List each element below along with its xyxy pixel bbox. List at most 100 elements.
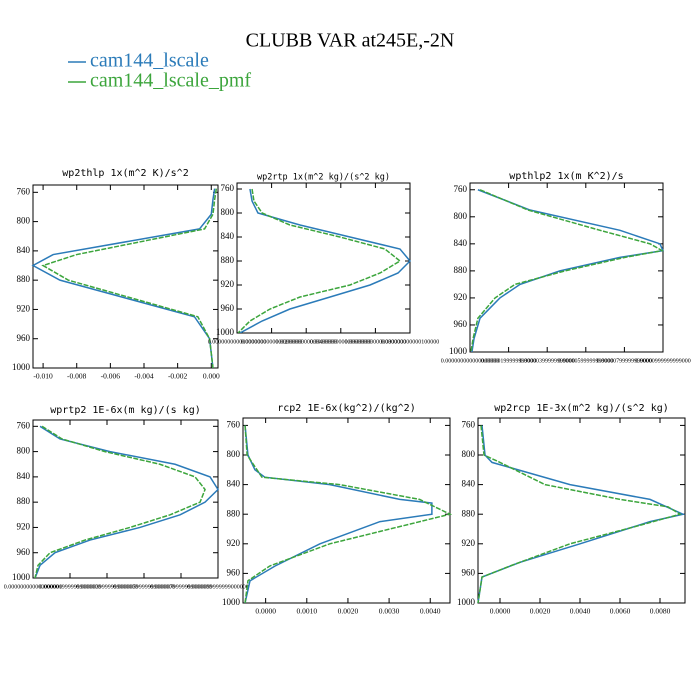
x-tick-label: 0.0000079999999000000 bbox=[150, 584, 212, 590]
x-tick-label: 0.0000000000000400000 bbox=[275, 339, 337, 345]
series-line bbox=[237, 188, 402, 333]
subplot-title: wpthlp2 1x(m K^2)/s bbox=[509, 171, 623, 182]
x-tick-label: 0.0000000000000800000 bbox=[345, 339, 407, 345]
y-tick-label: 760 bbox=[17, 420, 31, 430]
y-tick-label: 920 bbox=[17, 522, 31, 532]
y-tick-label: 880 bbox=[221, 255, 235, 265]
legend-label: cam144_lscale_pmf bbox=[90, 70, 251, 92]
y-tick-label: 960 bbox=[221, 303, 235, 313]
series-line bbox=[477, 425, 686, 603]
x-tick-label: 0.0020 bbox=[530, 607, 551, 616]
x-tick-label: 0.000000000000000000 bbox=[441, 358, 500, 364]
x-tick-label: 0.00000399999999000 bbox=[519, 358, 575, 364]
x-tick-label: 0.0000059999999000000 bbox=[113, 584, 175, 590]
plot-frame bbox=[477, 417, 686, 604]
x-tick-label: 0.0000019999999000000 bbox=[39, 584, 101, 590]
y-tick-label: 880 bbox=[17, 274, 31, 284]
series-line bbox=[244, 425, 433, 603]
y-tick-label: 880 bbox=[227, 508, 241, 518]
x-tick-label: -0.010 bbox=[33, 372, 53, 381]
y-tick-label: 880 bbox=[454, 265, 468, 275]
series-line bbox=[34, 425, 206, 578]
y-tick-label: 1000 bbox=[12, 572, 31, 582]
subplot-title: wprtp2 1E-6x(m kg)/(s kg) bbox=[50, 405, 201, 416]
y-tick-label: 920 bbox=[17, 304, 31, 314]
y-tick-label: 800 bbox=[17, 216, 31, 226]
x-tick-label: 0.0000 bbox=[490, 607, 511, 616]
chart-title: CLUBB VAR at245E,-2N bbox=[246, 30, 455, 52]
x-tick-label: 0.0000000000000600000 bbox=[310, 339, 372, 345]
y-tick-label: 760 bbox=[454, 184, 468, 194]
plot-frame bbox=[32, 184, 219, 369]
x-tick-label: 0.0040 bbox=[420, 607, 441, 616]
subplot-title: wp2thlp 1x(m^2 K)/s^2 bbox=[62, 168, 188, 179]
y-tick-label: 840 bbox=[17, 245, 31, 255]
x-tick-label: 0.00000599999999000 bbox=[558, 358, 614, 364]
x-tick-label: 0.00000199999999000 bbox=[481, 358, 537, 364]
series-line bbox=[244, 425, 452, 603]
x-tick-label: 0.0040 bbox=[570, 607, 591, 616]
y-tick-label: 840 bbox=[17, 471, 31, 481]
y-tick-label: 920 bbox=[221, 279, 235, 289]
y-tick-label: 800 bbox=[454, 211, 468, 221]
y-tick-label: 800 bbox=[462, 449, 476, 459]
x-tick-label: 0.0000 bbox=[255, 607, 276, 616]
y-tick-label: 760 bbox=[17, 186, 31, 196]
x-tick-label: 0.0030 bbox=[379, 607, 400, 616]
series-line bbox=[34, 425, 219, 578]
x-tick-label: 0.00000999999999000 bbox=[635, 358, 691, 364]
plot-frame bbox=[469, 182, 664, 353]
plot-frame bbox=[32, 419, 219, 579]
y-tick-label: 960 bbox=[454, 319, 468, 329]
x-tick-label: 0.0020 bbox=[338, 607, 359, 616]
y-tick-label: 920 bbox=[462, 538, 476, 548]
y-tick-label: 1000 bbox=[216, 327, 235, 337]
x-tick-label: 0.0000099999999000000 bbox=[187, 584, 249, 590]
y-tick-label: 920 bbox=[454, 292, 468, 302]
y-tick-label: 960 bbox=[227, 567, 241, 577]
x-tick-label: 0.0010 bbox=[296, 607, 317, 616]
x-tick-label: 0.0000000000000200000 bbox=[241, 339, 303, 345]
x-tick-label: -0.004 bbox=[134, 372, 154, 381]
series-line bbox=[470, 189, 665, 352]
y-tick-label: 840 bbox=[462, 479, 476, 489]
y-tick-label: 800 bbox=[17, 446, 31, 456]
y-tick-label: 1000 bbox=[449, 346, 468, 356]
y-tick-label: 840 bbox=[227, 479, 241, 489]
y-tick-label: 800 bbox=[227, 449, 241, 459]
subplot-title: rcp2 1E-6x(kg^2)/(kg^2) bbox=[277, 403, 415, 414]
x-tick-label: 0.0080 bbox=[650, 607, 671, 616]
x-tick-label: 0.0000039999999000000 bbox=[76, 584, 138, 590]
series-line bbox=[31, 188, 216, 368]
x-tick-label: 0.000000000000000000 bbox=[208, 339, 267, 345]
y-tick-label: 800 bbox=[221, 207, 235, 217]
x-tick-label: -0.006 bbox=[101, 372, 121, 381]
subplot-title: wp2rcp 1E-3x(m^2 kg)/(s^2 kg) bbox=[494, 403, 669, 414]
y-tick-label: 1000 bbox=[222, 597, 241, 607]
series-line bbox=[239, 188, 412, 333]
y-tick-label: 920 bbox=[227, 538, 241, 548]
series-line bbox=[477, 425, 682, 603]
y-tick-label: 840 bbox=[454, 238, 468, 248]
y-tick-label: 760 bbox=[462, 419, 476, 429]
series-line bbox=[471, 189, 665, 352]
x-tick-label: 0.000 bbox=[203, 372, 220, 381]
y-tick-label: 880 bbox=[462, 508, 476, 518]
plot-frame bbox=[242, 417, 451, 604]
legend-label: cam144_lscale bbox=[90, 50, 209, 72]
x-tick-label: 0.000000000000000000 bbox=[4, 584, 63, 590]
y-tick-label: 880 bbox=[17, 496, 31, 506]
x-tick-label: -0.002 bbox=[168, 372, 188, 381]
x-tick-label: -0.008 bbox=[67, 372, 87, 381]
y-tick-label: 760 bbox=[227, 419, 241, 429]
y-tick-label: 960 bbox=[17, 333, 31, 343]
y-tick-label: 1000 bbox=[12, 362, 31, 372]
plot-frame bbox=[236, 182, 411, 334]
x-tick-label: 0.000000000000100000 bbox=[381, 339, 440, 345]
series-line bbox=[41, 188, 218, 368]
y-tick-label: 840 bbox=[221, 231, 235, 241]
y-tick-label: 760 bbox=[221, 183, 235, 193]
y-tick-label: 960 bbox=[462, 567, 476, 577]
y-tick-label: 960 bbox=[17, 547, 31, 557]
